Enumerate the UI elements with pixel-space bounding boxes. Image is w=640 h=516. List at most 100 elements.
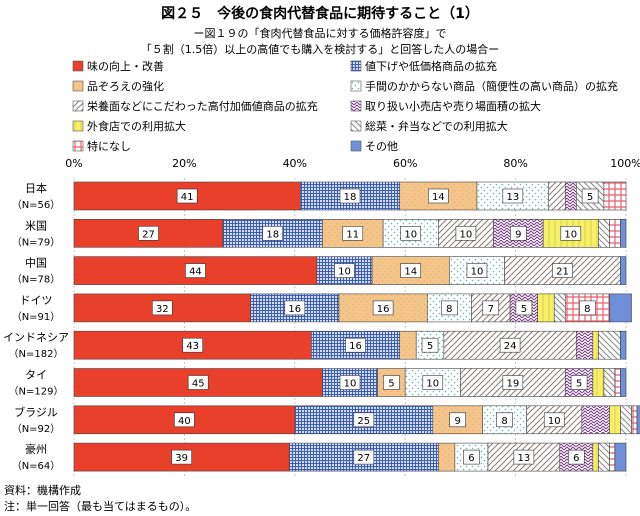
data-label: 9	[515, 229, 521, 240]
data-label: 10	[426, 379, 439, 390]
legend-label-deli: 総菜・弁当などでの利用拡大	[365, 119, 508, 133]
data-label-box	[466, 263, 488, 278]
bar-segment-store	[576, 330, 594, 360]
data-label-box	[515, 300, 533, 316]
data-label: 44	[189, 267, 202, 278]
data-label: 9	[454, 416, 460, 427]
data-label: 10	[338, 267, 351, 278]
data-label: 40	[178, 416, 191, 427]
x-tick-label: 80%	[503, 157, 527, 170]
data-label-box	[339, 375, 361, 390]
data-label-box	[581, 188, 599, 204]
data-label: 16	[377, 304, 390, 315]
legend-swatch-easy	[350, 80, 362, 92]
category-n: （N=92）	[12, 423, 61, 435]
legend-swatch-eatout	[72, 120, 84, 132]
bar-segment-taste	[73, 368, 323, 397]
data-label-box	[345, 337, 366, 353]
data-label-box	[421, 337, 439, 353]
legend-label-other: その他	[365, 140, 398, 153]
data-label-box	[383, 375, 400, 390]
bar-segment-store	[581, 405, 610, 435]
legend-label-variety: 品ぞろえの強化	[87, 79, 164, 93]
bar-segment-deli	[598, 442, 610, 472]
legend-swatch-price	[350, 60, 362, 72]
data-label: 6	[573, 453, 579, 464]
data-label: 45	[192, 379, 205, 390]
data-label-box	[449, 412, 466, 428]
bar-segment-variety	[399, 330, 417, 360]
x-tick-label: 20%	[172, 157, 196, 170]
data-label-box	[353, 449, 375, 465]
data-label-box	[334, 263, 355, 278]
category-n: （N=56）	[12, 199, 61, 211]
legend-label-easy: 手間のかからない商品（簡便性の高い商品）の拡充	[365, 79, 618, 93]
category-name: 米国	[25, 219, 47, 232]
data-label: 39	[175, 453, 188, 464]
data-label: 5	[587, 192, 593, 203]
bar-segment-none	[631, 405, 638, 435]
category-name: ブラジル	[14, 405, 58, 419]
category-labels: 日本 （N=56） 米国 （N=79） 中国 （N=78） ドイツ （N=91） インドネシア （…	[3, 181, 69, 472]
chart-title: 図２５ 今後の食肉代替食品に期待すること（1）	[161, 5, 479, 22]
bar-segment-deli	[553, 293, 566, 323]
data-label: 8	[501, 416, 507, 427]
chart-subtitle-line2: 「５割（1.5倍）以上の高値でも購入を検討する」と回答した人の場合ー	[141, 42, 500, 56]
bar-segment-other	[614, 442, 627, 472]
data-label-box	[579, 300, 596, 316]
legend-swatch-store	[350, 100, 362, 112]
x-tick-label: 0%	[65, 157, 82, 170]
data-label-box	[339, 188, 361, 204]
legend-label-price: 値下げや低価格商品の拡充	[365, 59, 497, 73]
x-tick-label: 60%	[393, 157, 417, 170]
data-label: 16	[288, 304, 301, 315]
bar-segment-deli	[620, 405, 632, 435]
data-label: 8	[584, 304, 590, 315]
data-label: 14	[432, 192, 445, 203]
bar-segment-deli	[603, 368, 616, 397]
data-label: 10	[471, 267, 484, 278]
data-label-box	[284, 300, 306, 316]
legend-swatch-taste	[72, 60, 84, 72]
category-name: タイ	[25, 369, 47, 382]
data-label: 5	[388, 379, 394, 390]
x-tick-label: 40%	[283, 157, 307, 170]
data-label: 13	[506, 192, 519, 203]
data-label: 10	[404, 229, 417, 240]
data-label-box	[441, 300, 458, 316]
data-label: 13	[518, 453, 531, 464]
category-n: （N=91）	[12, 311, 61, 323]
legend-swatch-deli	[350, 120, 362, 132]
data-label-box	[510, 226, 527, 241]
data-label-box	[502, 188, 524, 204]
data-label: 14	[404, 267, 417, 278]
bar-segment-store	[564, 181, 577, 211]
data-label-box	[138, 226, 159, 241]
legend-swatch-value	[72, 100, 84, 112]
legend-label-store: 取り扱い小売店や売り場面積の拡大	[365, 99, 541, 113]
data-label-box	[174, 412, 195, 428]
data-label: 5	[521, 304, 527, 315]
legend-label-eatout: 外食店での利用拡大	[87, 119, 186, 133]
bar-segment-eatout	[592, 330, 599, 360]
data-label-box	[171, 449, 192, 465]
data-label-box	[185, 263, 206, 278]
data-label: 32	[156, 304, 169, 315]
data-label: 18	[344, 192, 357, 203]
bar-segment-eatout	[609, 405, 621, 435]
footnote: 注：単一回答（最も当てはまるもの）。	[4, 499, 196, 513]
category-n: （N=129）	[9, 386, 64, 398]
bar-segment-none	[614, 368, 621, 397]
bar-segment-none	[609, 442, 616, 472]
data-label-box	[463, 449, 480, 465]
data-label-box	[552, 263, 573, 278]
data-label: 8	[446, 304, 452, 315]
data-label: 19	[506, 379, 519, 390]
bar-segment-none	[609, 219, 621, 248]
data-label-box	[262, 226, 284, 241]
bar-segment-other	[620, 219, 627, 248]
data-label: 43	[186, 341, 199, 352]
category-n: （N=78）	[12, 274, 61, 286]
data-label: 21	[556, 267, 569, 278]
